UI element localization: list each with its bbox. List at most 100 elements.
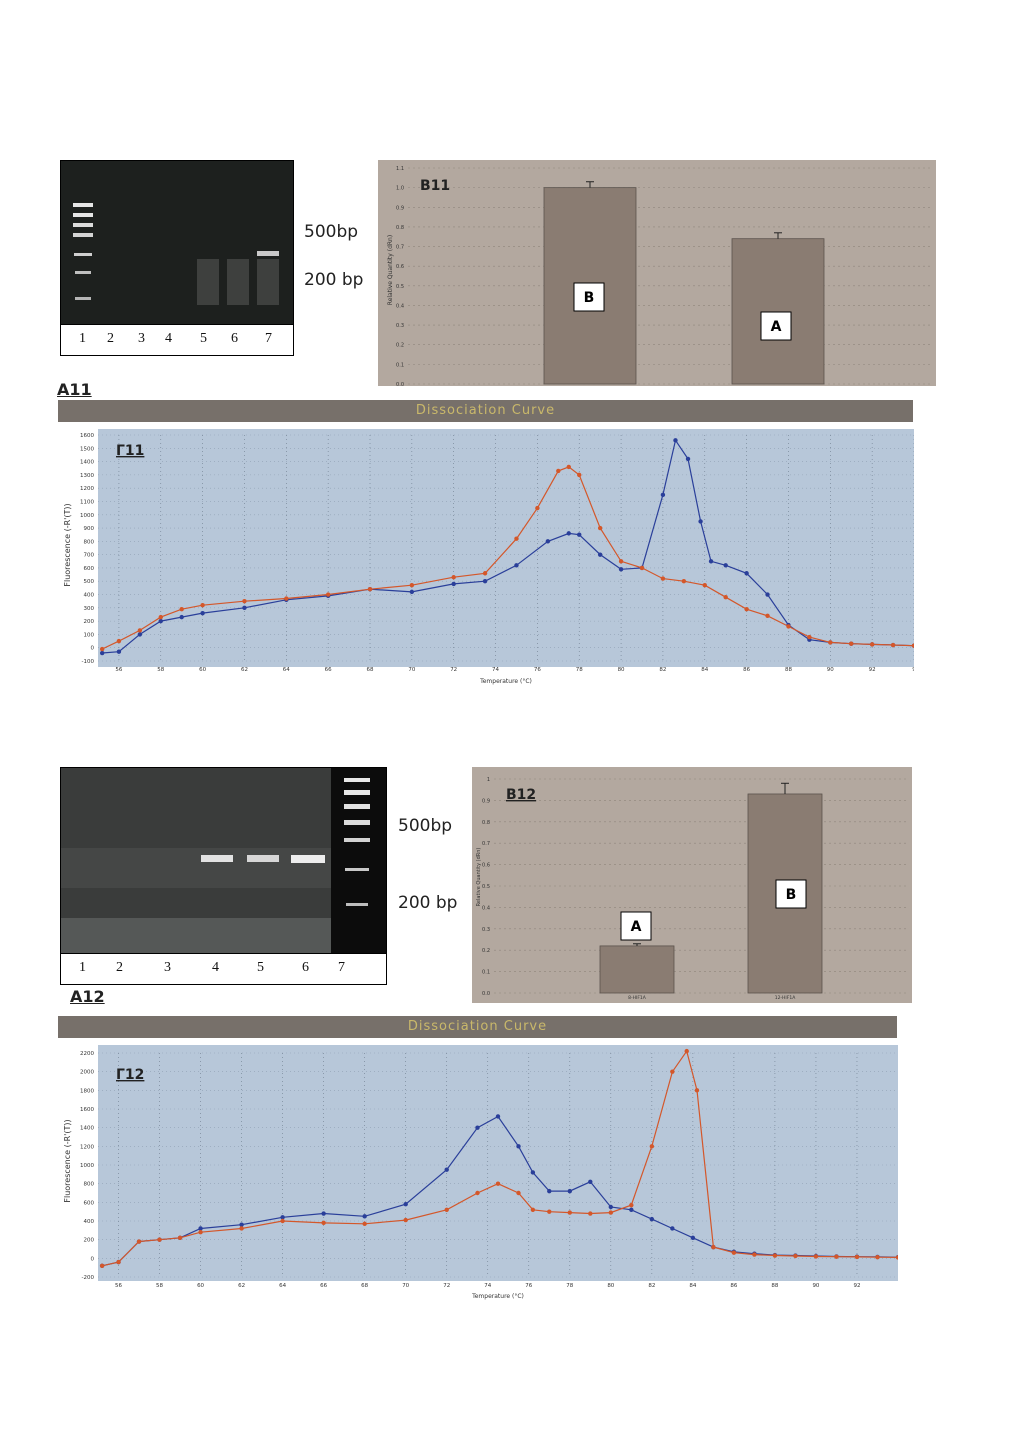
series-point — [875, 1255, 880, 1260]
panel-label-a12: A12 — [70, 987, 105, 1006]
series-point — [786, 624, 791, 629]
series-point — [629, 1202, 634, 1208]
y-axis-label: Fluorescence (-R'(T)) — [63, 503, 72, 586]
series-point — [177, 1235, 183, 1240]
x-tick-label: 60 — [197, 1283, 204, 1289]
x-tick-label: 90 — [827, 667, 834, 673]
x-tick-label: 74 — [492, 667, 499, 673]
series-point — [854, 1254, 860, 1260]
y-tick-label: 0 — [91, 646, 95, 652]
series-point — [280, 1218, 285, 1224]
y-tick-label: 0.3 — [482, 927, 490, 933]
series-point — [482, 579, 488, 584]
series-point — [698, 519, 703, 524]
series-point — [239, 1222, 244, 1227]
x-tick-label: 56 — [115, 667, 122, 673]
x-tick-label: 8-HIF1A — [628, 995, 647, 1001]
x-tick-label: 66 — [320, 1283, 327, 1289]
bar — [731, 238, 825, 385]
bar-letter-box — [620, 911, 652, 941]
x-tick-label: 58 — [157, 667, 164, 673]
y-tick-label: 0.7 — [482, 841, 490, 847]
y-tick-label: 0.6 — [482, 863, 490, 869]
y-tick-label: 1.1 — [396, 166, 404, 172]
y-tick-label: -200 — [82, 1275, 95, 1281]
y-tick-label: 0.5 — [482, 884, 490, 890]
x-tick-label: 68 — [367, 667, 374, 673]
series-point — [451, 581, 456, 587]
series-point — [444, 1167, 449, 1172]
bar-letter-label: A — [631, 919, 642, 935]
series-point — [99, 646, 105, 652]
series-point — [684, 1048, 689, 1054]
x-tick-label: 56 — [115, 1283, 122, 1289]
series-point — [685, 456, 691, 462]
series-point — [99, 1263, 105, 1268]
x-tick-label: 72 — [443, 1283, 450, 1289]
gel-image-a12: 1 2 3 4 5 6 7 — [60, 767, 387, 985]
panel-label-a11: A11 — [57, 380, 92, 399]
x-tick-label: 62 — [238, 1283, 245, 1289]
series-point — [752, 1252, 757, 1257]
series-point — [409, 583, 415, 588]
y-tick-label: 2200 — [80, 1051, 94, 1057]
series-point — [325, 592, 331, 597]
y-tick-label: 700 — [84, 553, 95, 559]
series-point — [321, 1211, 326, 1216]
bar — [599, 945, 675, 994]
y-tick-label: 0.0 — [482, 991, 490, 997]
y-tick-label: 1300 — [80, 473, 94, 479]
series-point — [765, 592, 770, 597]
series-point — [597, 525, 603, 531]
series-point — [660, 576, 666, 581]
bar-letter-box — [760, 311, 792, 341]
series-point — [869, 642, 875, 647]
series-point — [911, 643, 914, 648]
series-point — [116, 1259, 121, 1265]
y-tick-label: 0.1 — [482, 970, 490, 976]
series-point — [451, 575, 456, 580]
panel-label-g11: Γ11 — [116, 443, 144, 459]
series-point — [649, 1216, 655, 1222]
marker-200bp-a11: 200 bp — [304, 270, 364, 290]
lane-number: 7 — [265, 331, 272, 346]
dissociation-chart-g12: 2200200018001600140012001000800600400200… — [63, 1045, 898, 1300]
series-point — [321, 1220, 326, 1226]
marker-500bp-a11: 500bp — [304, 222, 359, 242]
y-tick-label: 1200 — [80, 1144, 94, 1150]
series-point — [495, 1114, 501, 1119]
series-point — [556, 468, 561, 474]
series-point — [618, 567, 624, 572]
y-tick-label: 0.8 — [396, 225, 404, 231]
series-point — [179, 606, 184, 612]
y-tick-label: 1 — [487, 777, 490, 783]
series-point — [723, 594, 728, 600]
y-tick-label: 600 — [84, 1200, 95, 1206]
y-tick-label: 1600 — [80, 1107, 94, 1113]
series-point — [367, 587, 373, 592]
series-point — [723, 563, 728, 568]
y-tick-label: 1000 — [80, 1163, 94, 1169]
series-point — [577, 472, 582, 478]
x-tick-label: 70 — [408, 667, 415, 673]
x-tick-label: 64 — [279, 1283, 286, 1289]
x-tick-label: 92 — [869, 667, 876, 673]
series-point — [670, 1069, 675, 1074]
x-tick-label: 86 — [730, 1283, 737, 1289]
series-point — [198, 1226, 203, 1231]
series-point — [280, 1215, 285, 1220]
series-point — [731, 1250, 737, 1255]
series-point — [409, 589, 415, 595]
y-tick-label: 1600 — [80, 433, 94, 439]
series-point — [588, 1211, 593, 1216]
bar-chart-b11: 1.11.00.90.80.70.60.50.40.30.20.10.0 BA … — [378, 160, 936, 386]
y-tick-label: 1400 — [80, 1126, 94, 1132]
x-tick-label: 80 — [607, 1283, 614, 1289]
x-tick-label: 92 — [853, 1283, 860, 1289]
series-point — [99, 650, 105, 656]
x-tick-label: 80 — [618, 667, 625, 673]
series-point — [495, 1181, 501, 1186]
dissociation-header: Dissociation Curve — [58, 1016, 897, 1038]
y-tick-label: 1800 — [80, 1088, 94, 1094]
series-point — [239, 1226, 244, 1231]
